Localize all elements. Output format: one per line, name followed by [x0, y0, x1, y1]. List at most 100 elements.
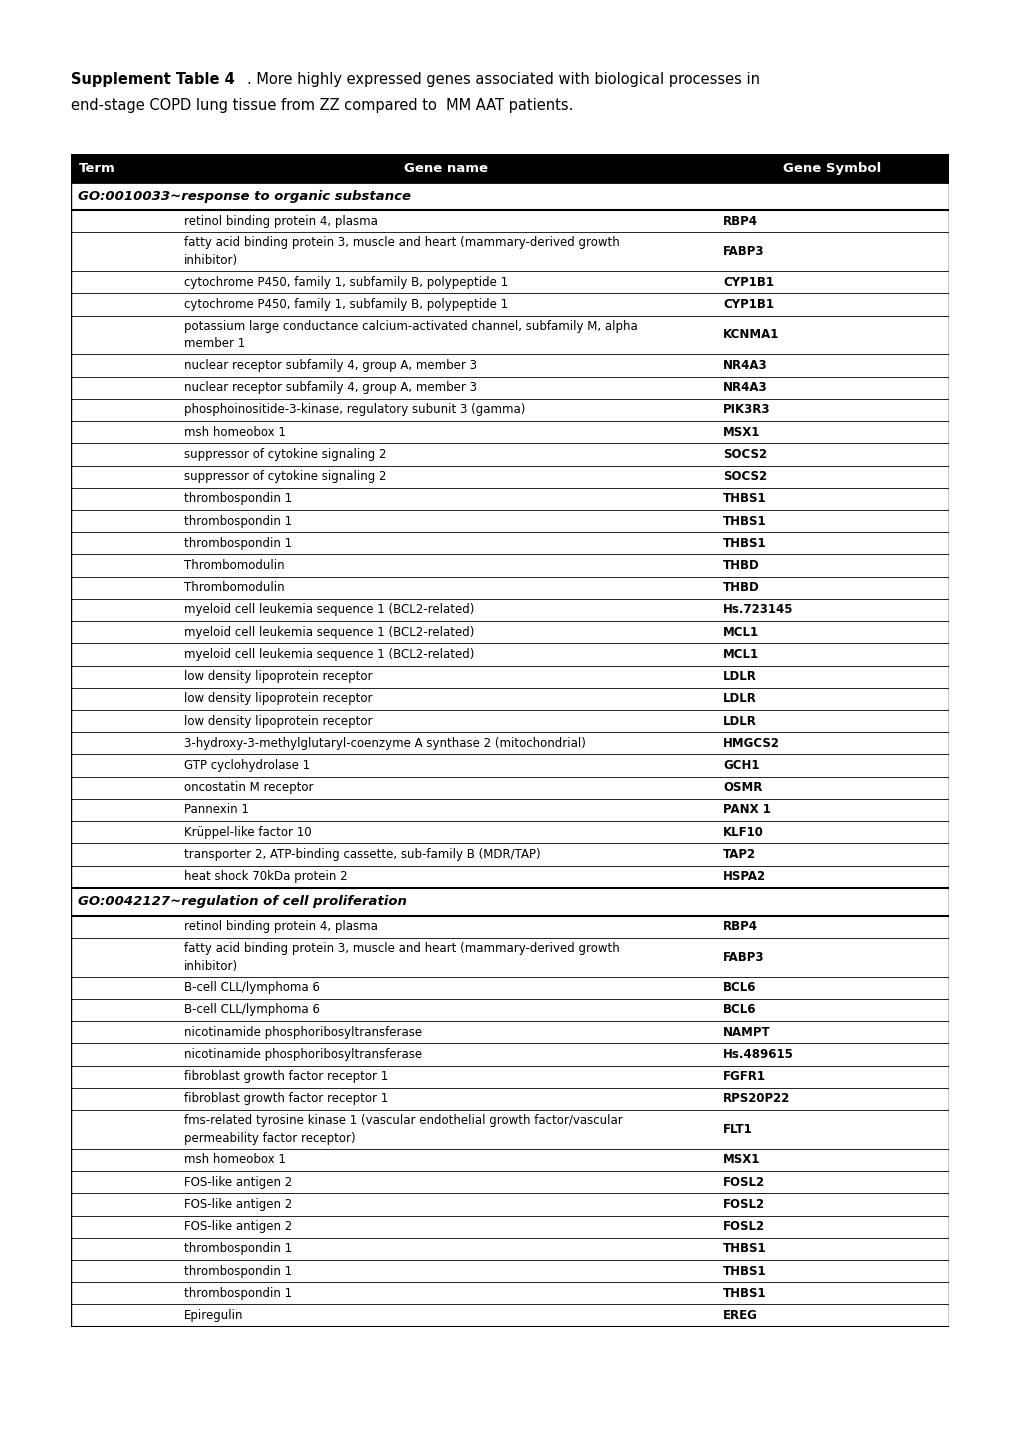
Bar: [71, 293, 948, 316]
Bar: [71, 443, 948, 466]
Text: THBS1: THBS1: [722, 492, 766, 505]
Text: FOSL2: FOSL2: [722, 1221, 764, 1234]
Bar: [71, 688, 948, 710]
Text: BCL6: BCL6: [722, 1003, 756, 1016]
Text: SOCS2: SOCS2: [722, 470, 766, 483]
Text: potassium large conductance calcium-activated channel, subfamily M, alpha: potassium large conductance calcium-acti…: [183, 319, 637, 332]
Text: Gene Symbol: Gene Symbol: [783, 162, 880, 175]
Bar: [71, 1088, 948, 1110]
Bar: [71, 866, 948, 887]
Text: oncostatin M receptor: oncostatin M receptor: [183, 781, 313, 794]
Text: HSPA2: HSPA2: [722, 870, 765, 883]
Text: thrombospondin 1: thrombospondin 1: [183, 1242, 291, 1255]
Text: BCL6: BCL6: [722, 981, 756, 994]
Text: FOSL2: FOSL2: [722, 1176, 764, 1189]
Bar: [71, 732, 948, 755]
Bar: [71, 488, 948, 509]
Text: fibroblast growth factor receptor 1: fibroblast growth factor receptor 1: [183, 1071, 387, 1084]
Bar: [71, 755, 948, 776]
Text: MSX1: MSX1: [722, 1153, 760, 1166]
Text: Hs.489615: Hs.489615: [722, 1048, 793, 1061]
Text: PIK3R3: PIK3R3: [722, 404, 770, 417]
Text: thrombospondin 1: thrombospondin 1: [183, 537, 291, 550]
Text: suppressor of cytokine signaling 2: suppressor of cytokine signaling 2: [183, 447, 386, 460]
Text: B-cell CLL/lymphoma 6: B-cell CLL/lymphoma 6: [183, 981, 319, 994]
Bar: [71, 977, 948, 999]
Text: PANX 1: PANX 1: [722, 804, 770, 817]
Text: THBS1: THBS1: [722, 1287, 766, 1300]
Text: msh homeobox 1: msh homeobox 1: [183, 1153, 285, 1166]
Text: LDLR: LDLR: [722, 670, 756, 683]
Text: nicotinamide phosphoribosyltransferase: nicotinamide phosphoribosyltransferase: [183, 1048, 422, 1061]
Bar: [71, 887, 948, 915]
Text: FABP3: FABP3: [722, 245, 764, 258]
Bar: [71, 1149, 948, 1172]
Bar: [71, 1172, 948, 1193]
Text: CYP1B1: CYP1B1: [722, 276, 773, 289]
Text: heat shock 70kDa protein 2: heat shock 70kDa protein 2: [183, 870, 346, 883]
Bar: [71, 466, 948, 488]
Text: THBS1: THBS1: [722, 515, 766, 528]
Bar: [71, 938, 948, 977]
Text: RBP4: RBP4: [722, 215, 757, 228]
Text: transporter 2, ATP-binding cassette, sub-family B (MDR/TAP): transporter 2, ATP-binding cassette, sub…: [183, 848, 540, 861]
Text: msh homeobox 1: msh homeobox 1: [183, 426, 285, 439]
Bar: [71, 421, 948, 443]
Bar: [71, 355, 948, 377]
Text: Supplement Table 4: Supplement Table 4: [71, 72, 235, 87]
Text: EREG: EREG: [722, 1309, 757, 1322]
Text: THBS1: THBS1: [722, 1264, 766, 1277]
Text: cytochrome P450, family 1, subfamily B, polypeptide 1: cytochrome P450, family 1, subfamily B, …: [183, 276, 507, 289]
Bar: [71, 620, 948, 644]
Text: GTP cyclohydrolase 1: GTP cyclohydrolase 1: [183, 759, 310, 772]
Text: FABP3: FABP3: [722, 951, 764, 964]
Bar: [71, 1260, 948, 1283]
Text: GO:0042127~regulation of cell proliferation: GO:0042127~regulation of cell proliferat…: [78, 895, 407, 908]
Text: THBD: THBD: [722, 582, 759, 595]
Text: low density lipoprotein receptor: low density lipoprotein receptor: [183, 670, 372, 683]
Text: 3-hydroxy-3-methylglutaryl-coenzyme A synthase 2 (mitochondrial): 3-hydroxy-3-methylglutaryl-coenzyme A sy…: [183, 737, 585, 750]
Text: MCL1: MCL1: [722, 648, 758, 661]
Text: THBS1: THBS1: [722, 537, 766, 550]
Bar: [71, 999, 948, 1022]
Text: myeloid cell leukemia sequence 1 (BCL2-related): myeloid cell leukemia sequence 1 (BCL2-r…: [183, 603, 474, 616]
Text: permeability factor receptor): permeability factor receptor): [183, 1131, 355, 1144]
Bar: [71, 821, 948, 843]
Text: FLT1: FLT1: [722, 1123, 752, 1136]
Bar: [71, 843, 948, 866]
Bar: [71, 377, 948, 398]
Text: nuclear receptor subfamily 4, group A, member 3: nuclear receptor subfamily 4, group A, m…: [183, 381, 476, 394]
Text: inhibitor): inhibitor): [183, 960, 237, 973]
Text: fatty acid binding protein 3, muscle and heart (mammary-derived growth: fatty acid binding protein 3, muscle and…: [183, 237, 619, 250]
Bar: [71, 532, 948, 554]
Text: Thrombomodulin: Thrombomodulin: [183, 582, 284, 595]
Text: MCL1: MCL1: [722, 626, 758, 639]
Bar: [71, 271, 948, 293]
Text: FOS-like antigen 2: FOS-like antigen 2: [183, 1198, 291, 1211]
Bar: [71, 776, 948, 799]
Text: Thrombomodulin: Thrombomodulin: [183, 558, 284, 571]
Text: cytochrome P450, family 1, subfamily B, polypeptide 1: cytochrome P450, family 1, subfamily B, …: [183, 297, 507, 310]
Text: Hs.723145: Hs.723145: [722, 603, 793, 616]
Text: OSMR: OSMR: [722, 781, 762, 794]
Bar: [71, 599, 948, 620]
Text: . More highly expressed genes associated with biological processes in: . More highly expressed genes associated…: [247, 72, 759, 87]
Text: TAP2: TAP2: [722, 848, 755, 861]
Text: Epiregulin: Epiregulin: [183, 1309, 243, 1322]
Text: NAMPT: NAMPT: [722, 1026, 770, 1039]
Text: thrombospondin 1: thrombospondin 1: [183, 515, 291, 528]
Text: GCH1: GCH1: [722, 759, 759, 772]
Text: KCNMA1: KCNMA1: [722, 329, 779, 342]
Bar: [71, 182, 948, 211]
Text: LDLR: LDLR: [722, 714, 756, 727]
Text: low density lipoprotein receptor: low density lipoprotein receptor: [183, 714, 372, 727]
Text: HMGCS2: HMGCS2: [722, 737, 780, 750]
Text: Krüppel-like factor 10: Krüppel-like factor 10: [183, 825, 311, 838]
Bar: [71, 644, 948, 665]
Text: KLF10: KLF10: [722, 825, 763, 838]
Bar: [71, 1110, 948, 1149]
Bar: [71, 1022, 948, 1043]
Text: thrombospondin 1: thrombospondin 1: [183, 1264, 291, 1277]
Text: FOS-like antigen 2: FOS-like antigen 2: [183, 1221, 291, 1234]
Text: phosphoinositide-3-kinase, regulatory subunit 3 (gamma): phosphoinositide-3-kinase, regulatory su…: [183, 404, 525, 417]
